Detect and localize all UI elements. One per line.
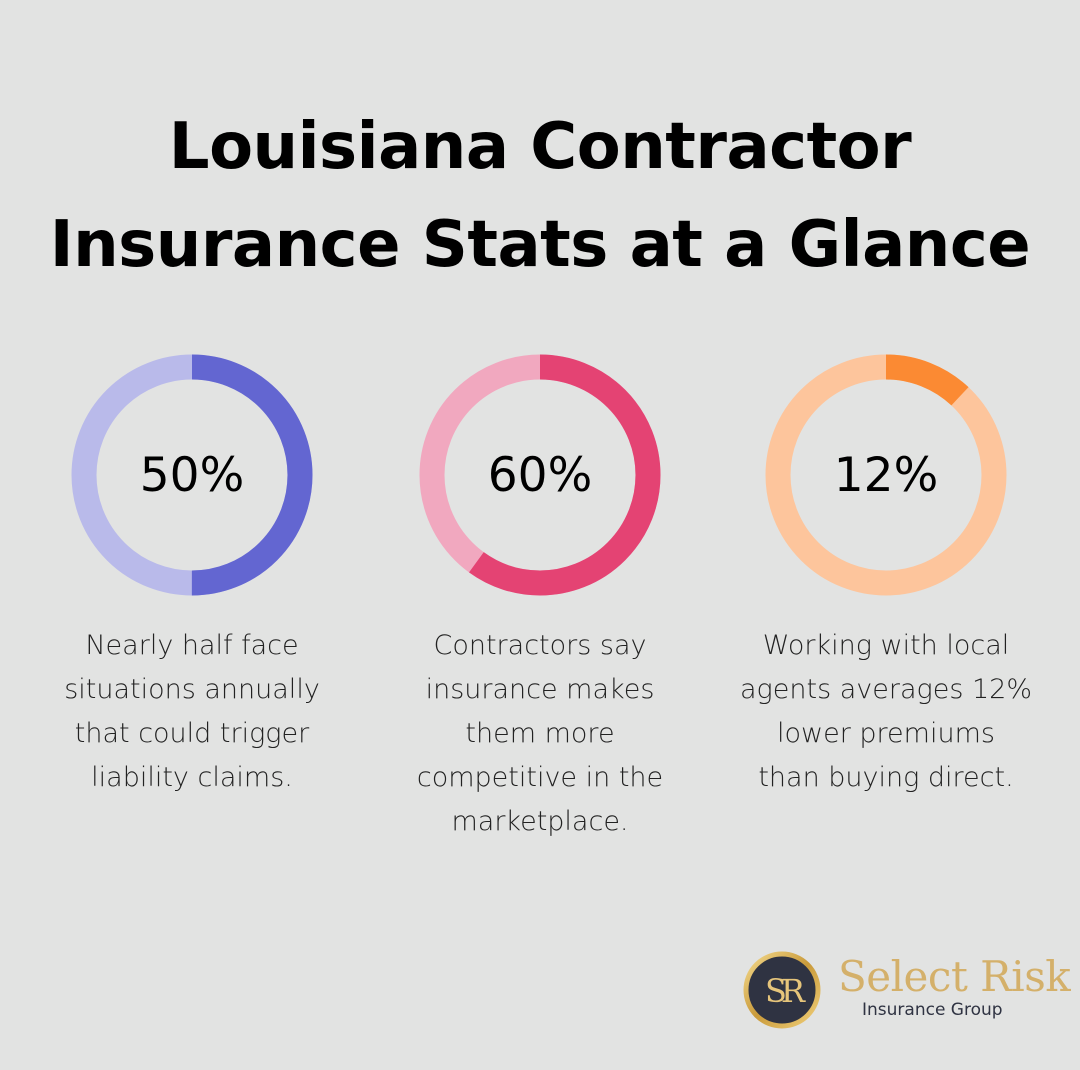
logo-subtitle: Insurance Group xyxy=(862,1000,1003,1020)
sr-monogram-icon: SR xyxy=(743,951,821,1029)
description-line: liability claims. xyxy=(91,762,293,793)
donut-value-arc-3 xyxy=(765,354,1007,596)
title-line-2: Insurance Stats at a Glance xyxy=(49,208,1031,282)
title-line-1: Louisiana Contractor xyxy=(168,110,912,184)
company-logo: SR Select Risk Insurance Group xyxy=(742,950,1071,1030)
description-line: competitive in the xyxy=(416,762,664,793)
stat-card-3: 12% Working with local agents averages 1… xyxy=(736,350,1036,800)
description-line: Working with local xyxy=(762,630,1010,661)
donut-chart-3 xyxy=(765,354,1007,596)
description-line: agents averages 12% xyxy=(740,674,1032,705)
donut-value-arc-1 xyxy=(71,354,313,596)
stat-description-1: Nearly half face situations annually tha… xyxy=(42,624,342,800)
logo-name: Select Risk xyxy=(838,952,1071,1001)
description-line: marketplace. xyxy=(451,806,629,837)
description-line: them more xyxy=(465,718,615,749)
description-line: situations annually xyxy=(64,674,320,705)
infographic-title: Louisiana Contractor Insurance Stats at … xyxy=(0,98,1080,294)
description-line: that could trigger xyxy=(74,718,310,749)
donut-chart-1 xyxy=(71,354,313,596)
stat-card-2: 60% Contractors say insurance makes them… xyxy=(390,350,690,844)
stat-value-3: 12% xyxy=(833,447,939,503)
stat-description-2: Contractors say insurance makes them mor… xyxy=(390,624,690,844)
description-line: insurance makes xyxy=(425,674,655,705)
donut-chart-2 xyxy=(419,354,661,596)
description-line: Contractors say xyxy=(433,630,647,661)
description-line: than buying direct. xyxy=(758,762,1014,793)
stat-description-3: Working with local agents averages 12% l… xyxy=(736,624,1036,800)
description-line: lower premiums xyxy=(777,718,995,749)
stat-card-1: 50% Nearly half face situations annually… xyxy=(42,350,342,800)
donut-value-arc-2 xyxy=(419,354,661,596)
description-line: Nearly half face xyxy=(85,630,299,661)
stat-value-2: 60% xyxy=(487,447,593,503)
stat-value-1: 50% xyxy=(139,447,245,503)
